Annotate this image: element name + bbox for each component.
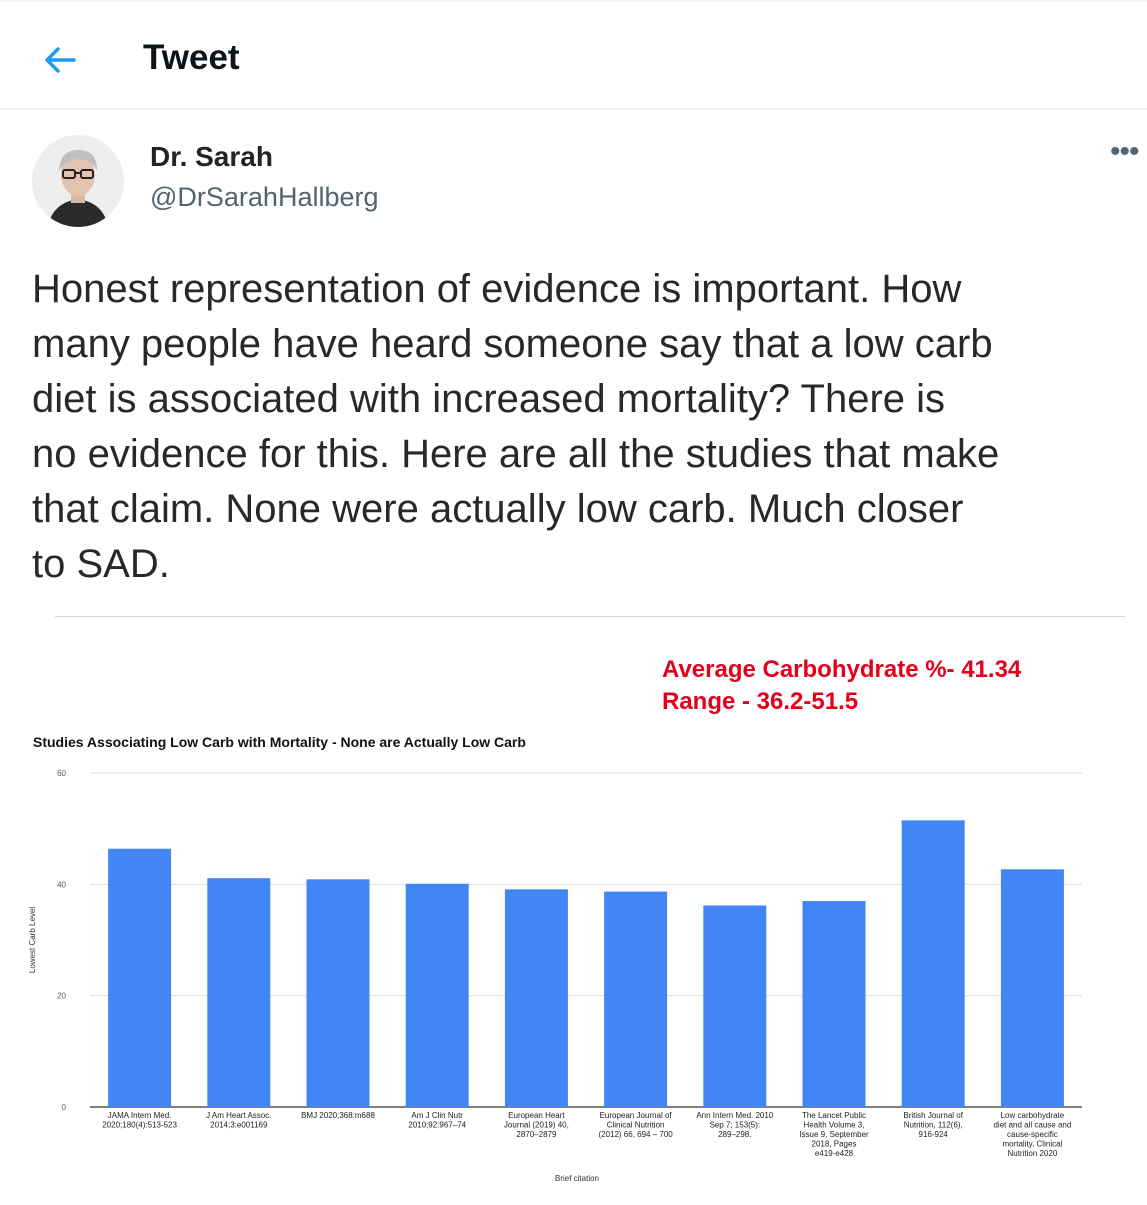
y-tick-label: 40 xyxy=(57,880,66,889)
y-axis-label: Lowest Carb Level xyxy=(28,907,37,973)
x-axis-label: Brief citation xyxy=(555,1174,599,1183)
tweet-text: Honest representation of evidence is imp… xyxy=(32,267,1000,586)
y-tick-label: 20 xyxy=(57,992,66,1001)
range-text: Range - 36.2-51.5 xyxy=(662,688,859,715)
bar xyxy=(108,848,172,1107)
x-tick-label: JAMA Intern Med. 2020;180(4):513-523 xyxy=(102,1111,177,1130)
y-tick-label: 0 xyxy=(62,1103,67,1112)
x-tick-label: Low carbohydrate diet and all cause and ca… xyxy=(993,1111,1071,1158)
x-tick-label: J Am Heart Assoc. 2014;3:e001169 xyxy=(206,1111,271,1130)
more-dots-icon[interactable]: ••• xyxy=(1110,135,1139,168)
y-tick-label: 60 xyxy=(57,769,66,778)
divider xyxy=(55,616,1125,617)
bar xyxy=(1000,869,1064,1107)
bar xyxy=(604,891,668,1107)
arrow-left-icon[interactable] xyxy=(40,40,80,80)
x-tick-label: British Journal of Nutrition, 112(6), 916-… xyxy=(903,1111,963,1139)
chart-annotation: Average Carbohydrate %- 41.34 Range - 36… xyxy=(662,654,1021,718)
bar xyxy=(802,901,866,1107)
x-tick-label: Am J Clin Nutr 2010;92:967–74 xyxy=(408,1111,466,1130)
x-tick-label: Ann Intern Med. 2010 Sep 7; 153(5): 289–29… xyxy=(696,1111,773,1139)
x-tick-label: The Lancet Public Health Volume 3, Issue 9… xyxy=(799,1111,869,1158)
top-border xyxy=(0,0,1147,2)
bar xyxy=(405,883,469,1107)
x-tick-label: BMJ 2020;368:m688 xyxy=(301,1111,375,1120)
bar xyxy=(703,905,767,1107)
bar xyxy=(207,878,271,1107)
bar xyxy=(504,889,568,1107)
bar xyxy=(306,879,370,1107)
average-text: Average Carbohydrate %- 41.34 xyxy=(662,656,1022,683)
page-title: Tweet xyxy=(143,38,240,77)
author-name[interactable]: Dr. Sarah xyxy=(150,141,273,172)
x-tick-label: European Journal of Clinical Nutrition (20… xyxy=(598,1111,673,1139)
x-tick-label: European Heart Journal (2019) 40, 2870–287… xyxy=(504,1111,569,1139)
author-handle[interactable]: @DrSarahHallberg xyxy=(150,182,379,212)
bar-chart: 0 20 40 60 Lowest Carb Level JAMA Intern Med.… xyxy=(28,769,1082,1183)
tweet-header: Tweet xyxy=(0,2,1147,110)
chart-title: Studies Associating Low Carb with Mortal… xyxy=(33,734,526,750)
avatar[interactable] xyxy=(32,135,124,227)
bar xyxy=(901,820,965,1107)
